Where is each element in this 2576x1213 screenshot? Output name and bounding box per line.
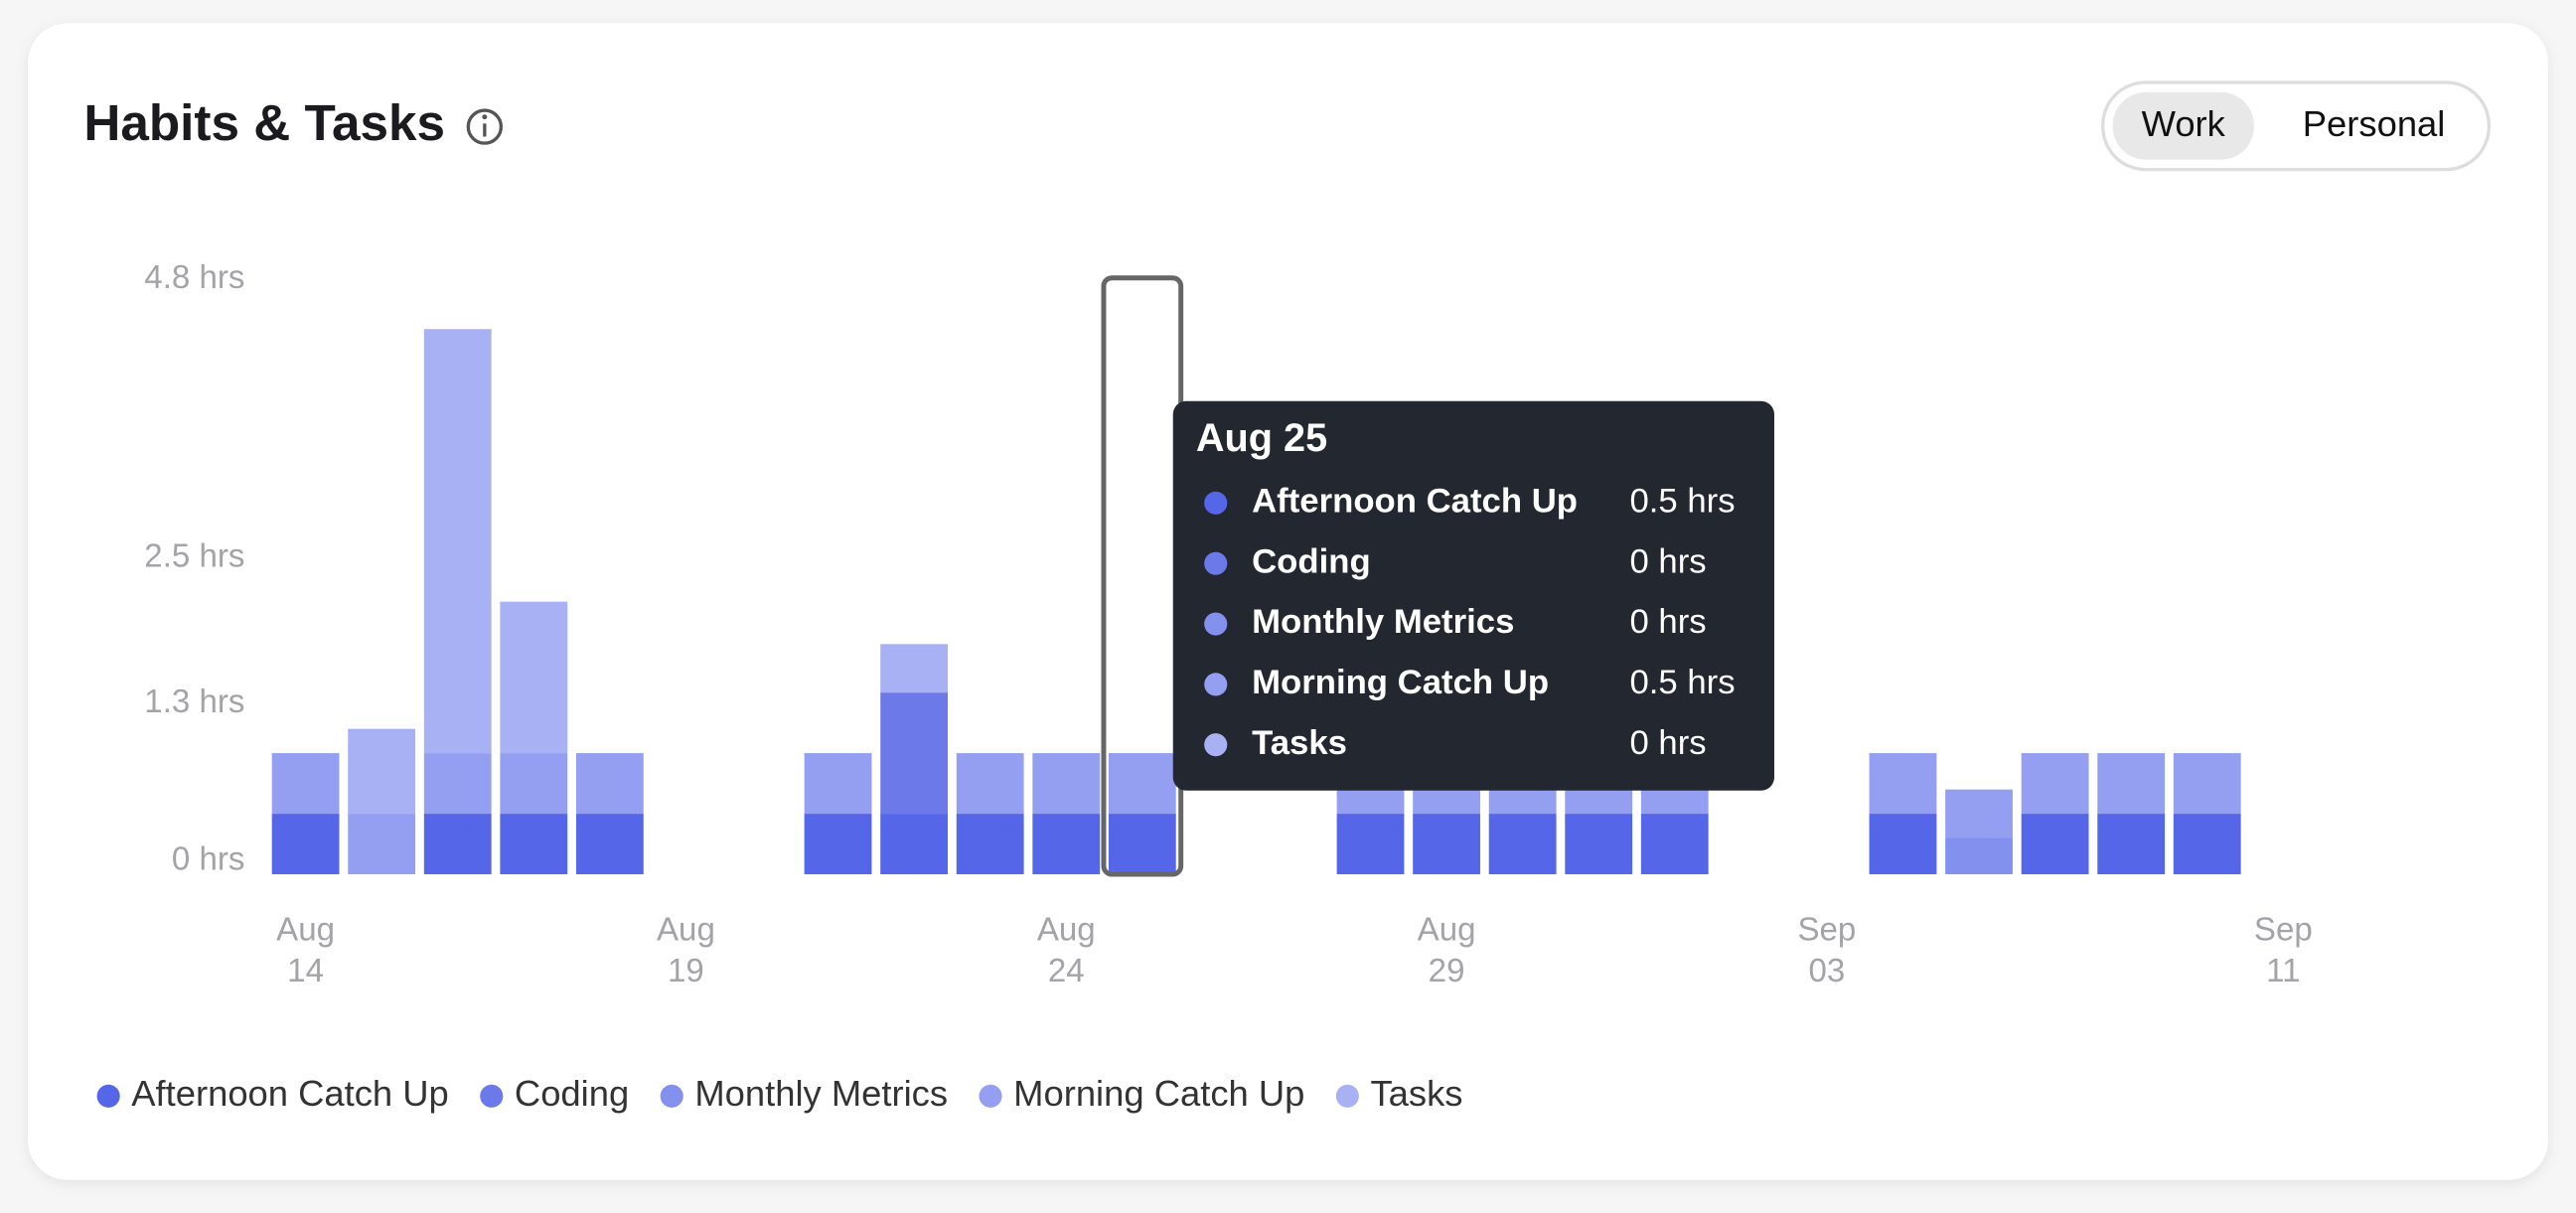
bar-segment [2021,753,2089,815]
tooltip-name: Monthly Metrics [1252,603,1514,641]
tooltip-value: 0 hrs [1629,603,1706,641]
toggle-option[interactable]: Personal [2303,103,2446,144]
bar-segment [1413,814,1480,875]
x-tick-label: Aug [657,912,715,949]
bar-segment [880,644,949,693]
x-tick-label: 14 [287,953,324,989]
bar-segment [1108,753,1176,815]
y-tick-label: 1.3 hrs [144,683,244,720]
tooltip-dot [1204,491,1228,515]
tooltip-dot [1204,673,1228,696]
bar-segment [2097,753,2166,815]
x-tick-label: Aug [276,912,335,949]
bar-segment [880,814,949,875]
legend-label: Coding [515,1073,629,1114]
x-tick-label: Sep [2254,912,2313,949]
bar-segment [1945,837,2013,875]
bar-segment [423,814,492,875]
x-tick-label: 24 [1048,953,1085,989]
tooltip-box [1172,400,1774,791]
bar-segment [348,728,416,815]
bar-segment [1565,814,1633,875]
x-tick-label: Aug [1418,912,1476,949]
tooltip-name: Coding [1252,542,1371,580]
x-tick-label: Sep [1797,912,1856,949]
tooltip-dot [1204,733,1228,757]
x-tick-label: Aug [1037,912,1096,949]
bar-segment [1869,814,1937,875]
card-title: Habits & Tasks [83,94,445,151]
tooltip: Aug 25 Afternoon Catch Up 0.5 hrs Coding 0 h… [1172,400,1774,791]
bar-segment [271,814,340,875]
bar-segment [956,814,1024,875]
x-tick-label: 19 [668,953,704,989]
bar-segment [956,753,1024,815]
bar-segment [1640,814,1709,875]
x-tick-label: 03 [1809,953,1846,989]
tooltip-value: 0.5 hrs [1629,482,1735,520]
info-icon[interactable] [466,108,504,145]
bar-segment [348,814,416,875]
bar-segment [423,753,492,815]
tooltip-name: Afternoon Catch Up [1252,482,1578,520]
bar-segment [1032,814,1101,875]
legend-dot [660,1084,683,1108]
bar-segment [575,753,644,815]
tooltip-name: Tasks [1252,724,1347,762]
tooltip-value: 0.5 hrs [1629,664,1735,701]
bar-segment [2097,814,2166,875]
legend-dot [480,1084,504,1108]
legend-dot [96,1084,120,1108]
legend-dot [1335,1084,1359,1108]
legend-label: Monthly Metrics [694,1073,948,1114]
bar-segment [271,753,340,815]
bar-segment [500,753,568,815]
bar-segment [1945,789,2013,838]
tooltip-name: Morning Catch Up [1252,664,1549,701]
bar-segment [2173,753,2241,815]
tooltip-value: 0 hrs [1629,542,1706,580]
legend-label: Afternoon Catch Up [131,1073,448,1114]
bar-segment [423,329,492,754]
bar-segment [2021,814,2089,875]
legend-label: Morning Catch Up [1013,1073,1304,1114]
toggle-active [2112,91,2254,160]
legend-label: Tasks [1370,1073,1462,1114]
bar-segment [1488,814,1557,875]
bar-segment [1336,814,1405,875]
tooltip-dot [1204,551,1228,575]
tooltip-title: Aug 25 [1196,416,1327,460]
bar-segment [1108,814,1176,875]
bar-segment [575,814,644,875]
legend-dot [979,1084,1002,1108]
bar-segment [880,692,949,815]
bar-segment [500,814,568,875]
tooltip-value: 0 hrs [1629,724,1706,762]
y-tick-label: 2.5 hrs [144,538,244,575]
bar-segment [500,601,568,754]
x-tick-label: 29 [1429,953,1465,989]
y-tick-label: 4.8 hrs [144,259,244,296]
bar-segment [2173,814,2241,875]
bar-segment [804,753,872,815]
tooltip-dot [1204,612,1228,636]
bar-segment [804,814,872,875]
y-tick-label: 0 hrs [172,841,245,878]
x-tick-label: 11 [2266,953,2300,989]
bar-segment [1869,753,1937,815]
bar-segment [1032,753,1101,815]
toggle-option[interactable]: Work [2142,103,2226,144]
